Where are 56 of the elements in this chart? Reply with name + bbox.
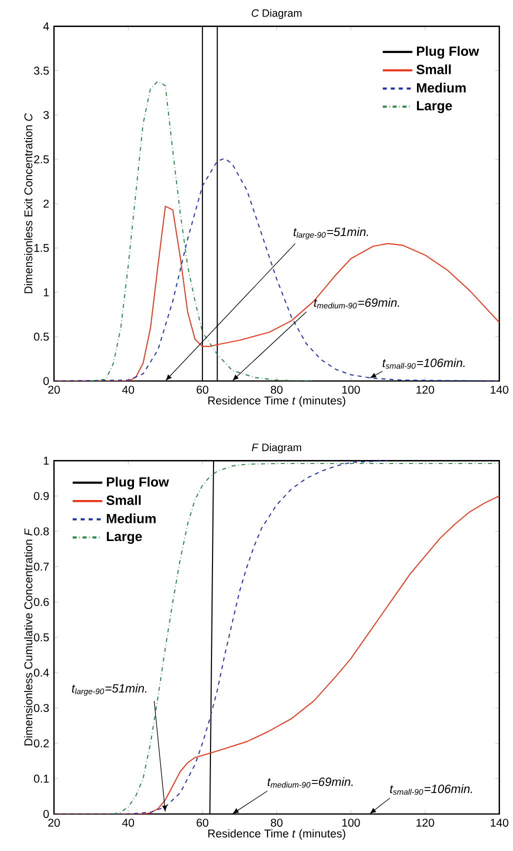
legend-label: Medium	[416, 82, 466, 93]
y-tick-label: 3.5	[34, 66, 49, 75]
legend-label: Medium	[106, 514, 156, 524]
y-tick-label: 0.7	[34, 562, 49, 571]
y-tick-label: 0.5	[34, 332, 49, 341]
x-axis-title: Residence Time t (minutes)	[208, 396, 346, 407]
y-tick-label: 1	[44, 288, 49, 296]
x-tick-label: 80	[270, 386, 282, 394]
y-tick-label: 0.6	[34, 598, 49, 606]
x-tick-label: 40	[122, 818, 134, 827]
y-tick-label: 0.1	[34, 774, 49, 783]
y-tick-label: 0	[43, 376, 49, 386]
annotation: t$_{small-90}$=106min.	[390, 784, 472, 795]
annotation: t$_{large-90}$=51min.	[72, 684, 146, 696]
x-axis-title: Residence Time t (minutes)	[208, 829, 346, 840]
legend-label: Plug Flow	[416, 46, 479, 59]
legend-label: Large	[416, 101, 452, 114]
legend-label: Large	[106, 532, 142, 544]
x-tick-label: 60	[196, 386, 208, 394]
annotation: t$_{small-90}$=106min.	[382, 358, 465, 369]
y-tick-label: 0.9	[34, 492, 49, 500]
y-tick-label: 0.4	[34, 668, 49, 677]
chart-title: F Diagram	[252, 443, 301, 454]
x-tick-label: 120	[416, 818, 434, 827]
y-tick-label: 0.2	[34, 739, 49, 748]
x-tick-label: 100	[342, 818, 360, 827]
x-tick-label: 80	[270, 818, 282, 827]
x-tick-label: 140	[490, 818, 508, 827]
y-tick-label: 2	[43, 200, 49, 208]
legend-label: Plug Flow	[106, 476, 169, 490]
y-tick-label: 3	[43, 110, 49, 120]
x-tick-label: 120	[416, 386, 434, 394]
y-tick-label: 0.3	[34, 704, 49, 712]
annotation: t$_{medium-90}$=69min.	[314, 298, 399, 308]
y-tick-label: 1	[44, 456, 49, 465]
x-tick-label: 40	[122, 386, 134, 394]
y-tick-label: 2.5	[34, 155, 49, 164]
y-tick-label: 4	[43, 22, 49, 30]
x-tick-label: 140	[490, 386, 508, 394]
chart-title: C Diagram	[252, 9, 302, 19]
x-tick-label: 60	[196, 818, 208, 827]
line-series	[54, 158, 500, 381]
line-series	[54, 460, 388, 814]
x-tick-label: 20	[48, 386, 60, 394]
y-tick-label: 0.5	[34, 633, 49, 642]
y-axis-title: Dimensionless Exit Concentration C	[24, 113, 32, 294]
y-axis-title: Dimensionless Cumulative Concentration F	[24, 528, 32, 746]
legend-label: Small	[416, 64, 451, 74]
y-tick-label: 1.5	[34, 244, 49, 252]
annotation: t$_{large-90}$=51min.	[294, 227, 368, 240]
y-tick-label: 0	[43, 810, 49, 818]
x-tick-label: 20	[48, 818, 60, 827]
x-tick-label: 100	[342, 386, 360, 394]
legend-label: Small	[106, 495, 141, 505]
annotation: t$_{medium-90}$=69min.	[268, 777, 353, 788]
y-tick-label: 0.8	[34, 527, 49, 536]
